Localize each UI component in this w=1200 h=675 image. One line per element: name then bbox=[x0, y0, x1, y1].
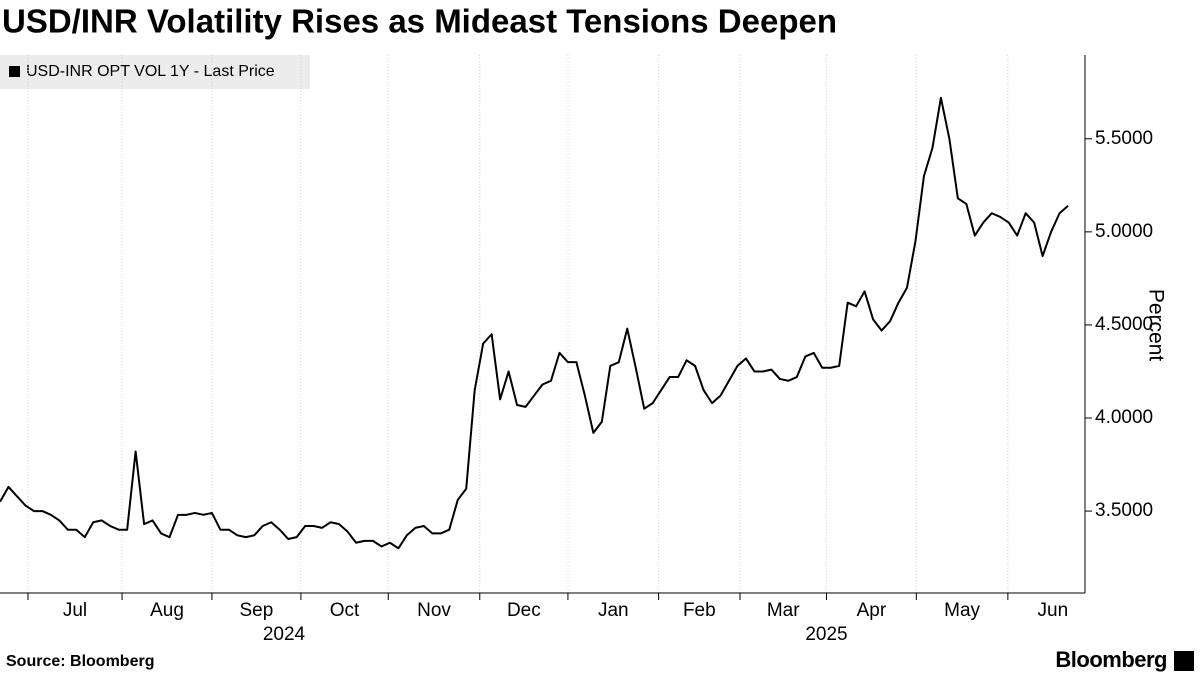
x-tick-label: Apr bbox=[857, 600, 887, 621]
brand: Bloomberg bbox=[1055, 647, 1167, 672]
y-tick-label: 5.0000 bbox=[1095, 221, 1153, 242]
chart-title: USD/INR Volatility Rises as Mideast Tens… bbox=[2, 3, 837, 40]
x-tick-label: Jan bbox=[598, 600, 629, 621]
legend-box bbox=[0, 55, 310, 89]
x-tick-label: Feb bbox=[683, 600, 716, 621]
x-tick-label: Oct bbox=[330, 600, 360, 621]
x-tick-label: Aug bbox=[150, 600, 184, 621]
line-series bbox=[0, 96, 1069, 550]
y-tick-label: 3.5000 bbox=[1095, 500, 1153, 521]
x-tick-label: Dec bbox=[507, 600, 541, 621]
y-axis-label: Percent bbox=[1144, 289, 1167, 362]
y-tick-label: 4.0000 bbox=[1095, 407, 1153, 428]
x-tick-label: Jun bbox=[1038, 600, 1069, 621]
y-tick-label: 5.5000 bbox=[1095, 128, 1153, 149]
year-label: 2025 bbox=[805, 624, 847, 645]
legend-label: USD-INR OPT VOL 1Y - Last Price bbox=[26, 63, 275, 80]
x-tick-label: Sep bbox=[240, 600, 274, 621]
year-label: 2024 bbox=[263, 624, 306, 645]
x-tick-label: Jul bbox=[63, 600, 87, 621]
x-tick-label: Mar bbox=[767, 600, 800, 621]
source: Source: Bloomberg bbox=[6, 653, 154, 670]
brand-icon bbox=[1174, 651, 1194, 671]
x-tick-label: Nov bbox=[417, 600, 451, 621]
legend-swatch bbox=[9, 66, 20, 77]
y-tick-label: 4.5000 bbox=[1095, 314, 1153, 335]
x-tick-label: May bbox=[944, 600, 980, 621]
